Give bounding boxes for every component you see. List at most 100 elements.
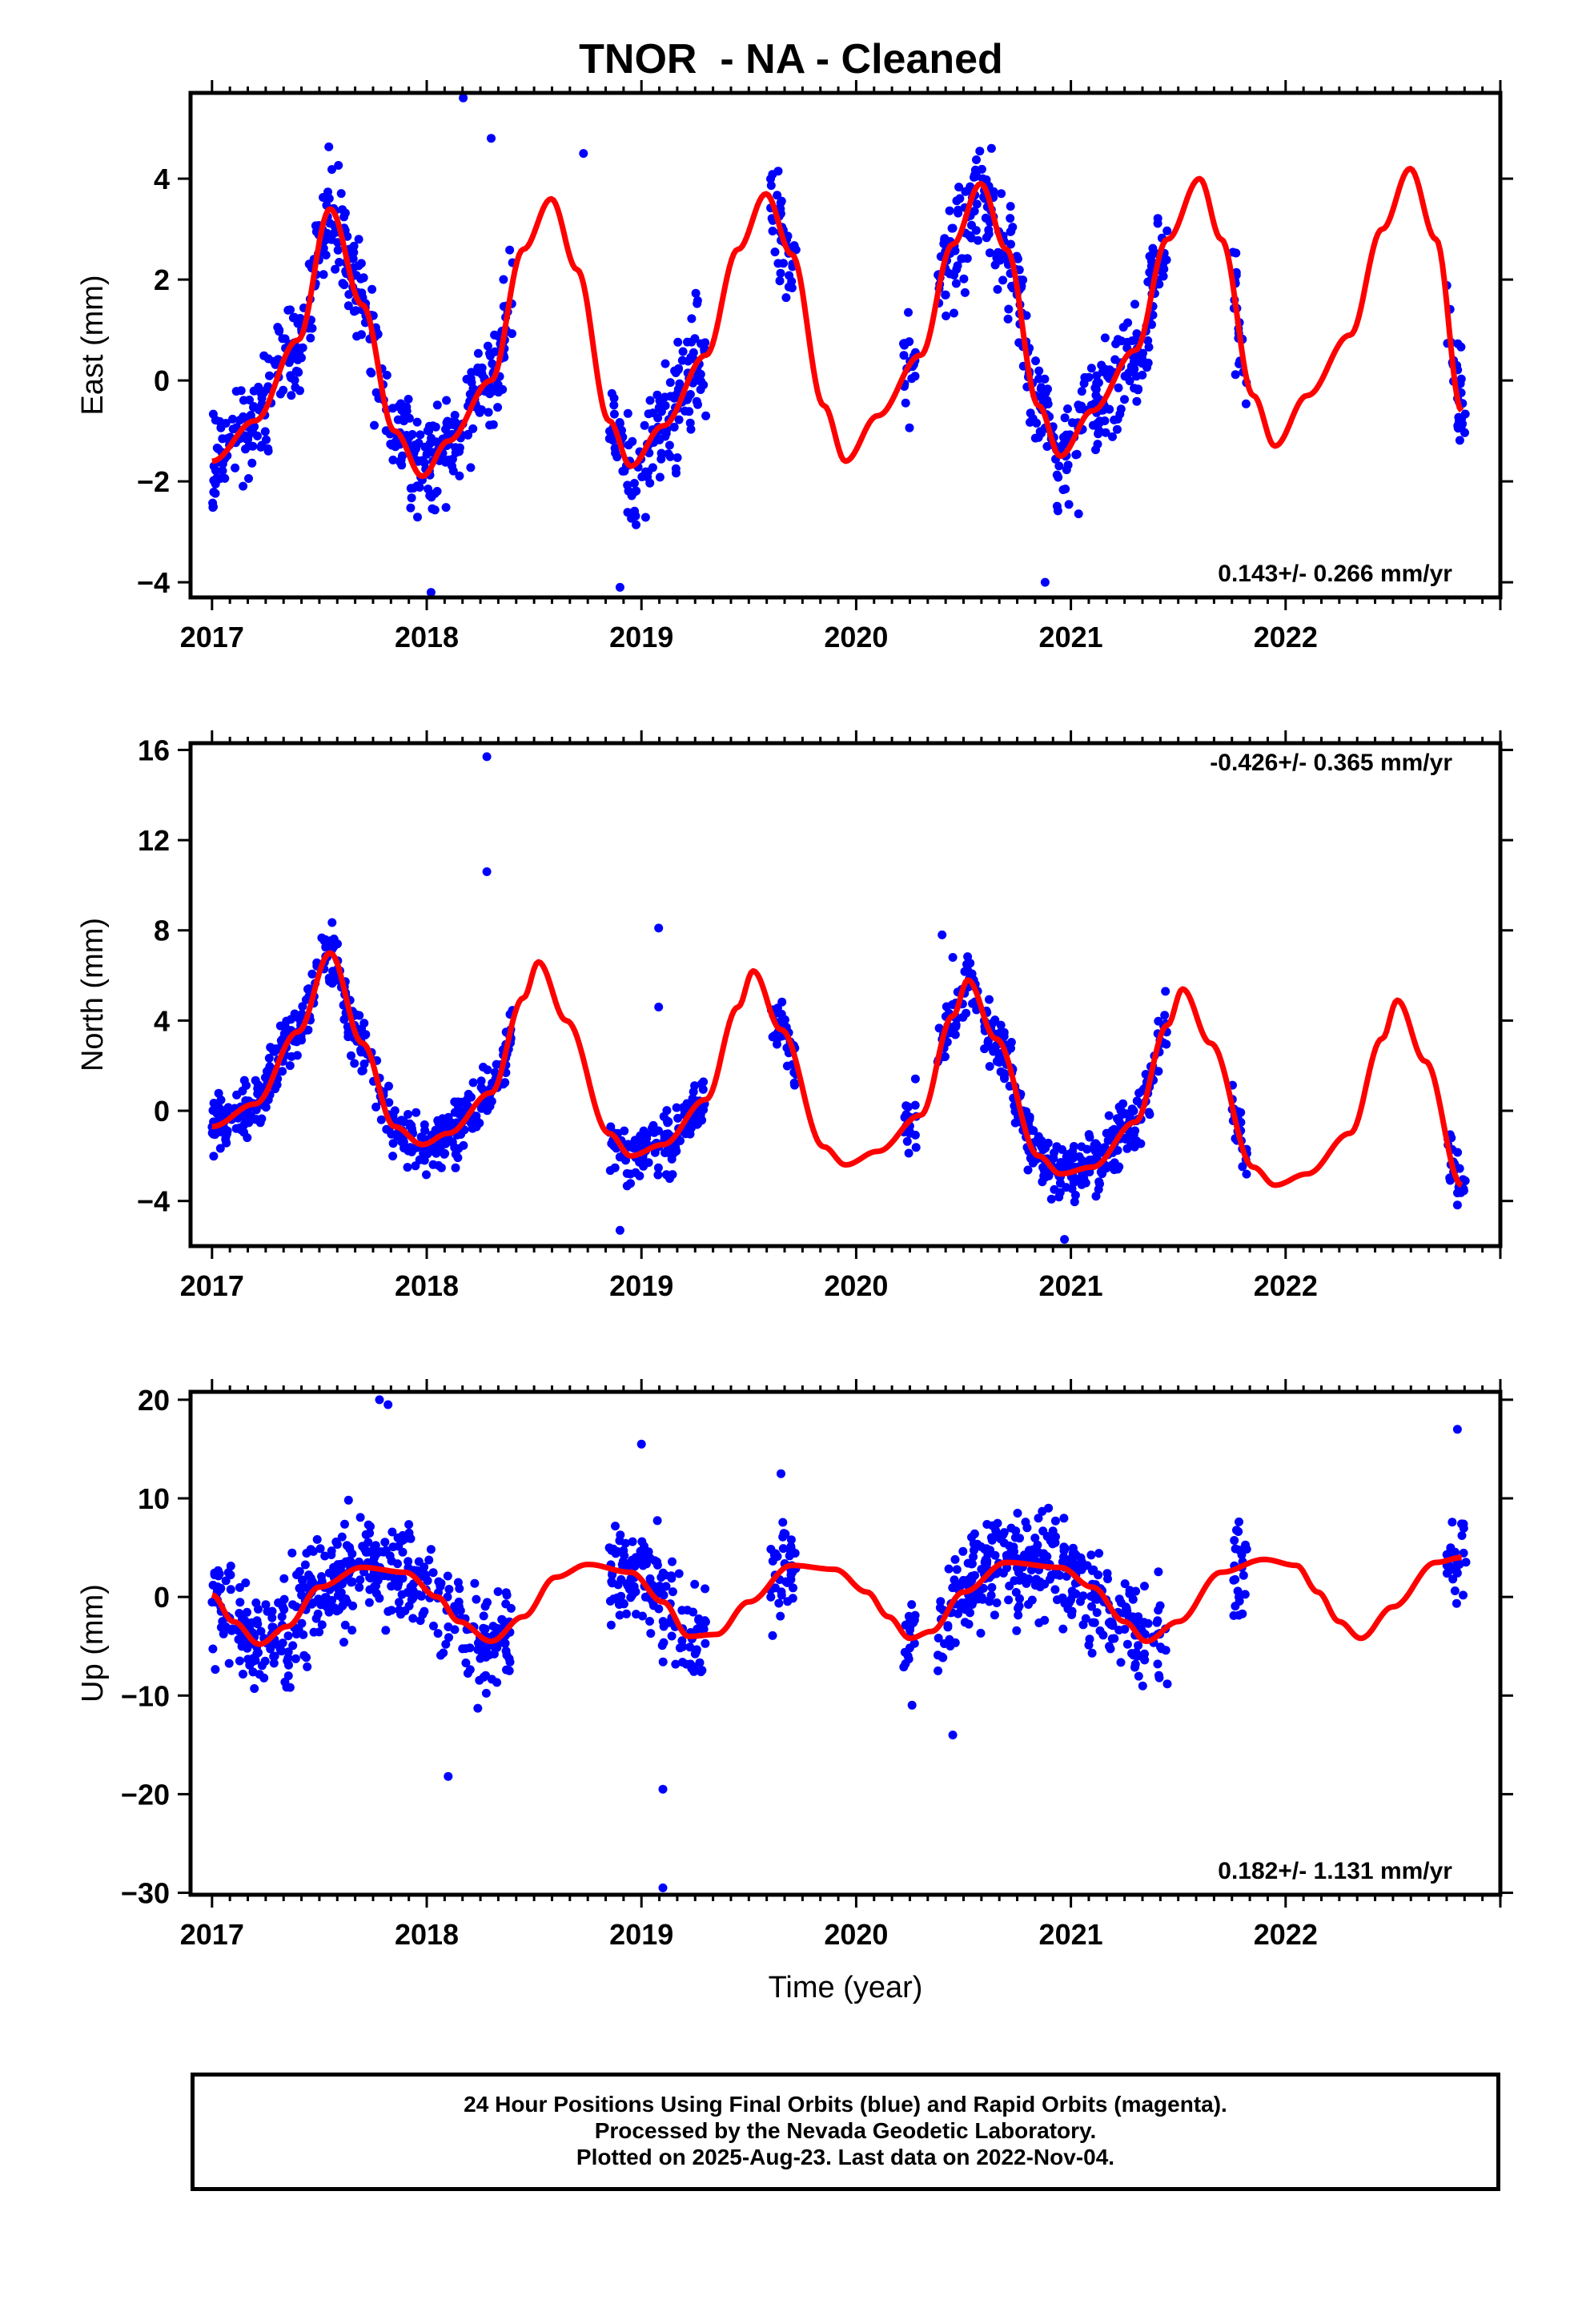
data-point bbox=[283, 1653, 293, 1663]
data-point bbox=[1162, 226, 1172, 235]
data-point bbox=[992, 1598, 1002, 1607]
data-point bbox=[629, 479, 639, 488]
data-point bbox=[1005, 1581, 1014, 1590]
data-point bbox=[365, 1573, 375, 1582]
data-point bbox=[1070, 1197, 1079, 1207]
data-point bbox=[648, 408, 658, 418]
data-point bbox=[428, 1568, 438, 1578]
x-tick-label: 2018 bbox=[395, 621, 459, 653]
data-point bbox=[1459, 1519, 1468, 1529]
data-point bbox=[631, 1168, 640, 1177]
data-point bbox=[327, 1546, 336, 1556]
data-point bbox=[291, 366, 301, 376]
data-point bbox=[209, 1152, 219, 1161]
data-point bbox=[999, 1528, 1009, 1538]
data-point bbox=[997, 189, 1006, 199]
data-point bbox=[1035, 427, 1045, 436]
data-point bbox=[657, 1641, 667, 1651]
data-point bbox=[219, 1629, 228, 1638]
x-tick-label: 2019 bbox=[609, 1918, 673, 1951]
data-point bbox=[319, 270, 328, 279]
data-point bbox=[1094, 378, 1103, 388]
data-point bbox=[243, 1641, 252, 1651]
data-point bbox=[475, 1118, 484, 1128]
data-point bbox=[1013, 1509, 1022, 1518]
data-point bbox=[950, 1575, 959, 1585]
data-point bbox=[966, 233, 976, 243]
data-point bbox=[429, 1621, 438, 1630]
data-point bbox=[404, 413, 414, 423]
data-point bbox=[479, 1611, 488, 1621]
data-point bbox=[1079, 379, 1089, 388]
data-point bbox=[221, 1576, 231, 1586]
data-point bbox=[333, 245, 343, 255]
data-point bbox=[1452, 1200, 1462, 1210]
data-point bbox=[970, 1546, 978, 1555]
data-point bbox=[667, 1574, 677, 1583]
data-point bbox=[408, 1590, 418, 1599]
data-point bbox=[416, 1132, 426, 1142]
data-point bbox=[269, 1651, 279, 1661]
data-point bbox=[667, 1631, 677, 1641]
data-point bbox=[275, 327, 284, 336]
data-point bbox=[1134, 1088, 1144, 1098]
data-point bbox=[239, 396, 248, 405]
data-point bbox=[406, 503, 416, 513]
data-point bbox=[948, 1000, 958, 1009]
data-point bbox=[1036, 384, 1046, 394]
data-point bbox=[1060, 1598, 1070, 1608]
y-tick-label: 0 bbox=[154, 1095, 170, 1128]
data-point bbox=[461, 1659, 471, 1667]
data-point bbox=[978, 1583, 988, 1593]
data-point bbox=[1069, 1142, 1078, 1151]
data-point bbox=[235, 1656, 244, 1666]
data-point bbox=[1013, 254, 1022, 263]
data-point bbox=[1453, 1148, 1463, 1157]
data-point bbox=[1024, 1600, 1033, 1609]
data-point bbox=[480, 1602, 490, 1611]
data-point bbox=[382, 371, 391, 380]
data-point bbox=[766, 174, 775, 183]
data-point bbox=[1071, 450, 1081, 460]
data-point bbox=[1015, 1534, 1024, 1543]
data-point bbox=[361, 1030, 371, 1039]
data-point bbox=[615, 582, 624, 592]
x-tick-label: 2022 bbox=[1254, 1918, 1318, 1951]
data-point bbox=[1154, 1067, 1163, 1076]
data-point bbox=[1130, 300, 1139, 309]
data-point bbox=[1132, 1096, 1142, 1106]
data-point bbox=[487, 134, 496, 143]
data-point bbox=[214, 1088, 223, 1098]
data-point bbox=[1107, 1634, 1117, 1643]
data-point bbox=[907, 374, 917, 384]
data-point bbox=[1046, 1194, 1056, 1204]
data-point bbox=[343, 1032, 353, 1042]
data-point bbox=[381, 1626, 391, 1635]
data-point bbox=[1452, 1566, 1461, 1576]
data-point bbox=[768, 1630, 777, 1640]
data-point bbox=[1120, 1579, 1130, 1589]
data-point bbox=[1052, 470, 1062, 480]
data-point bbox=[628, 1537, 637, 1546]
data-point bbox=[381, 426, 391, 436]
data-point bbox=[300, 1560, 310, 1570]
data-point bbox=[1038, 1526, 1048, 1536]
data-point bbox=[996, 1067, 1006, 1076]
data-point bbox=[397, 1590, 407, 1599]
x-tick-label: 2020 bbox=[824, 1918, 888, 1951]
data-point bbox=[701, 1638, 710, 1648]
data-point bbox=[665, 1174, 674, 1184]
data-point bbox=[656, 448, 666, 458]
data-point bbox=[1006, 214, 1015, 223]
data-point bbox=[993, 284, 1002, 294]
data-point bbox=[388, 1152, 398, 1161]
data-point bbox=[279, 1029, 289, 1039]
data-point bbox=[901, 1101, 911, 1111]
data-point bbox=[1453, 339, 1463, 348]
data-point bbox=[970, 207, 979, 216]
x-tick-label: 2019 bbox=[609, 621, 673, 653]
data-point bbox=[218, 434, 227, 444]
data-point bbox=[950, 308, 958, 318]
data-point bbox=[665, 440, 674, 450]
data-point bbox=[292, 1051, 302, 1060]
